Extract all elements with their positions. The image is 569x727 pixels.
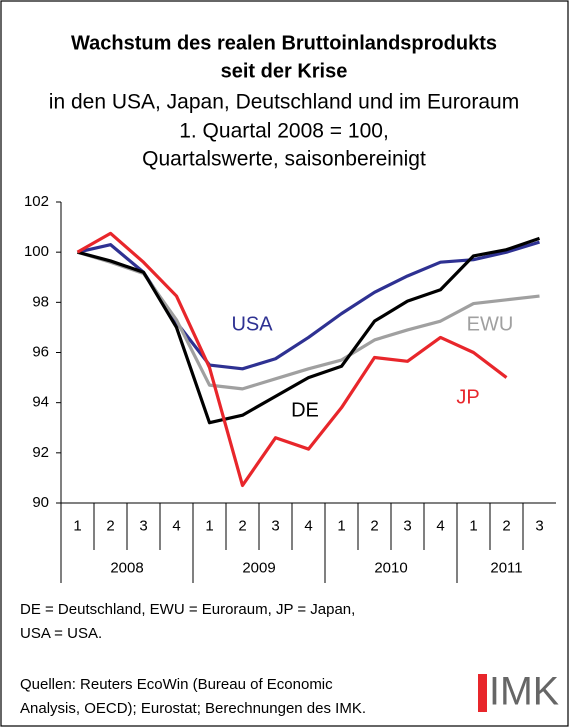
chart-title: Wachstum des realen Bruttoinlandsprodukt… — [71, 32, 497, 54]
x-tick-label: 3 — [403, 517, 411, 534]
chart-title: seit der Krise — [221, 60, 348, 82]
x-tick-label: 1 — [337, 517, 345, 534]
y-tick-label: 90 — [32, 494, 49, 511]
x-tick-label: 4 — [436, 517, 444, 534]
x-tick-label: 4 — [304, 517, 312, 534]
x-tick-label: 2 — [502, 517, 510, 534]
logo: IMK — [489, 670, 559, 714]
x-group-label: 2010 — [374, 559, 407, 576]
y-tick-label: 100 — [24, 243, 49, 260]
source: Quellen: Reuters EcoWin (Bureau of Econo… — [20, 676, 333, 693]
x-group-label: 2008 — [110, 559, 143, 576]
logo-bar — [478, 674, 487, 712]
series-label: EWU — [467, 313, 514, 335]
x-tick-label: 3 — [139, 517, 147, 534]
y-tick-label: 96 — [32, 343, 49, 360]
x-tick-label: 3 — [271, 517, 279, 534]
series-label: USA — [231, 313, 273, 335]
source: Analysis, OECD); Eurostat; Berechnungen … — [20, 700, 366, 717]
y-tick-label: 92 — [32, 444, 49, 461]
x-group-label: 2009 — [242, 559, 275, 576]
x-group-label: 2011 — [490, 559, 522, 576]
y-tick-label: 102 — [24, 193, 49, 210]
series-label: DE — [291, 399, 319, 421]
note: USA = USA. — [20, 625, 102, 642]
x-tick-label: 1 — [73, 517, 81, 534]
note: DE = Deutschland, EWU = Euroraum, JP = J… — [20, 601, 355, 618]
chart-subtitle: Quartalswerte, saisonbereinigt — [142, 148, 426, 171]
x-tick-label: 1 — [469, 517, 477, 534]
y-tick-label: 94 — [32, 394, 49, 411]
line-series — [77, 236, 541, 425]
x-tick-label: 2 — [238, 517, 246, 534]
x-tick-label: 2 — [106, 517, 114, 534]
chart-subtitle: in den USA, Japan, Deutschland und im Eu… — [49, 91, 519, 114]
x-tick-label: 3 — [535, 517, 543, 534]
x-tick-label: 2 — [370, 517, 378, 534]
chart-subtitle: 1. Quartal 2008 = 100, — [179, 120, 389, 143]
x-tick-label: 4 — [172, 517, 180, 534]
series-label: JP — [456, 386, 479, 408]
x-tick-label: 1 — [205, 517, 213, 534]
y-tick-label: 98 — [32, 293, 49, 310]
line-series — [76, 231, 508, 488]
